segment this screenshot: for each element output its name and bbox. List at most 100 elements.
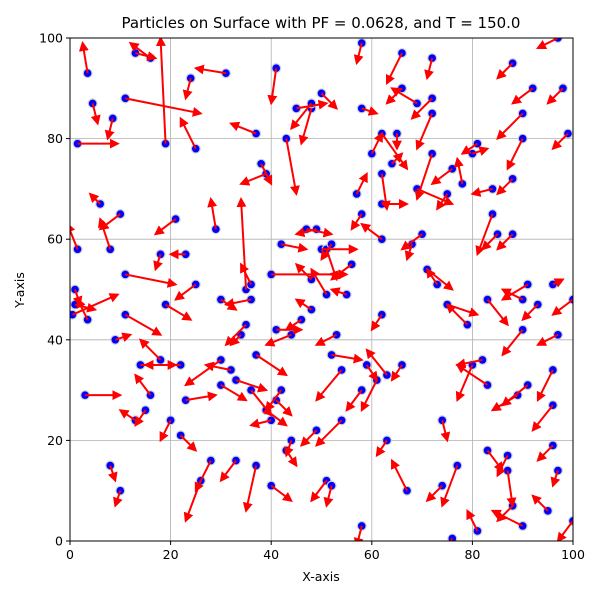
y-tick-label-3: 60 [47,232,63,247]
velocity-arrow-73 [284,318,302,331]
velocity-arrow-86 [323,485,334,508]
velocity-arrow-80 [294,227,317,238]
particle-139 [478,356,487,364]
grid-lines [69,37,574,542]
axis-ticks: 0 20 40 60 80 100 0 20 40 60 80 100 [39,31,585,563]
velocity-arrow-112 [390,364,403,382]
velocity-arrow-6 [76,297,89,321]
velocity-arrow-65 [275,399,293,417]
particle-8 [88,99,97,108]
y-tick-label-5: 100 [39,31,63,46]
velocity-arrow-51 [223,298,252,308]
velocity-arrow-87 [331,353,364,364]
velocity-arrow-16 [124,313,163,336]
velocity-arrow-123 [410,97,433,120]
velocity-arrow-165 [536,369,554,402]
velocity-arrow-148 [496,233,514,251]
particle-53 [247,280,255,289]
velocity-arrow-25 [139,338,162,361]
x-axis-label: X-axis [302,569,340,584]
velocity-arrow-125 [426,267,439,286]
chart-title: Particles on Surface with PF = 0.0628, a… [122,14,521,32]
velocity-arrow-31 [179,434,198,452]
particle-143 [488,210,497,218]
velocity-arrow-36 [174,283,197,301]
velocity-arrow-50 [224,324,247,347]
velocity-arrow-43 [220,384,248,402]
velocity-arrow-170 [546,87,564,105]
velocity-arrow-40 [207,196,218,230]
particle-89 [332,330,341,339]
velocity-arrow-72 [296,99,329,110]
velocity-arrow-108 [365,348,388,376]
velocity-arrow-71 [264,333,292,347]
velocity-arrow-2 [70,222,79,250]
velocity-arrow-63 [267,68,278,106]
velocity-arrow-94 [355,172,368,195]
velocity-arrow-82 [320,92,339,110]
velocity-arrow-13 [114,332,133,343]
velocity-arrow-58 [265,409,288,427]
velocity-arrow-133 [453,156,464,185]
velocity-arrow-115 [391,458,408,492]
velocity-arrow-78 [290,102,313,131]
velocity-arrow-156 [506,138,524,171]
velocity-arrow-30 [153,218,177,236]
velocity-arrow-55 [242,465,258,513]
velocity-arrow-157 [496,112,524,141]
particle-144 [488,185,497,193]
particle-33 [181,396,190,404]
velocity-arrow-93 [329,263,353,281]
particle-45 [227,366,235,374]
velocity-arrow-151 [496,62,514,80]
velocity-arrow-76 [294,262,313,281]
y-tick-label-0: 0 [55,534,63,549]
velocity-arrow-92 [329,287,347,297]
velocity-arrow-67 [281,242,309,253]
particle-124 [428,54,436,62]
particle-133 [458,180,467,188]
velocity-arrow-168 [536,333,559,346]
velocity-arrow-150 [496,505,514,523]
velocity-arrow-124 [424,57,434,81]
velocity-arrow-102 [360,379,378,413]
x-tick-label-1: 20 [163,547,179,562]
velocity-arrow-61 [270,484,293,502]
velocity-arrow-79 [299,429,318,447]
velocity-arrow-113 [385,52,403,86]
velocity-arrow-136 [472,146,490,156]
velocity-arrow-106 [360,222,383,240]
velocity-arrow-172 [556,520,573,541]
velocity-arrow-26 [153,253,163,272]
velocity-arrow-137 [466,509,479,532]
velocity-arrow-149 [496,178,514,196]
velocity-arrow-158 [500,283,529,301]
particle-122 [428,109,436,118]
velocity-arrow-96 [361,106,379,116]
velocity-arrow-9 [88,192,101,205]
velocity-arrow-90 [315,369,343,402]
velocity-arrows [70,38,573,541]
velocity-arrow-53 [240,262,252,285]
velocity-arrow-91 [315,419,343,447]
plot-frame [69,37,574,542]
y-tick-label-4: 80 [47,131,63,146]
velocity-arrow-131 [430,167,453,186]
velocity-arrow-121 [414,153,434,201]
velocity-arrow-46 [235,379,269,393]
velocity-arrow-100 [365,364,378,382]
velocity-arrow-47 [219,459,237,483]
velocity-arrow-163 [536,444,554,462]
velocity-arrow-22 [134,409,147,427]
velocity-arrow-159 [501,384,529,407]
particle-166 [549,280,557,289]
velocity-arrow-28 [155,38,167,144]
velocity-arrow-142 [486,298,509,327]
velocity-arrow-33 [185,391,218,402]
velocity-arrow-8 [90,103,101,126]
velocity-arrow-122 [415,113,434,151]
velocity-arrow-141 [455,363,489,386]
particle-130 [448,534,457,541]
velocity-arrow-127 [440,420,451,443]
